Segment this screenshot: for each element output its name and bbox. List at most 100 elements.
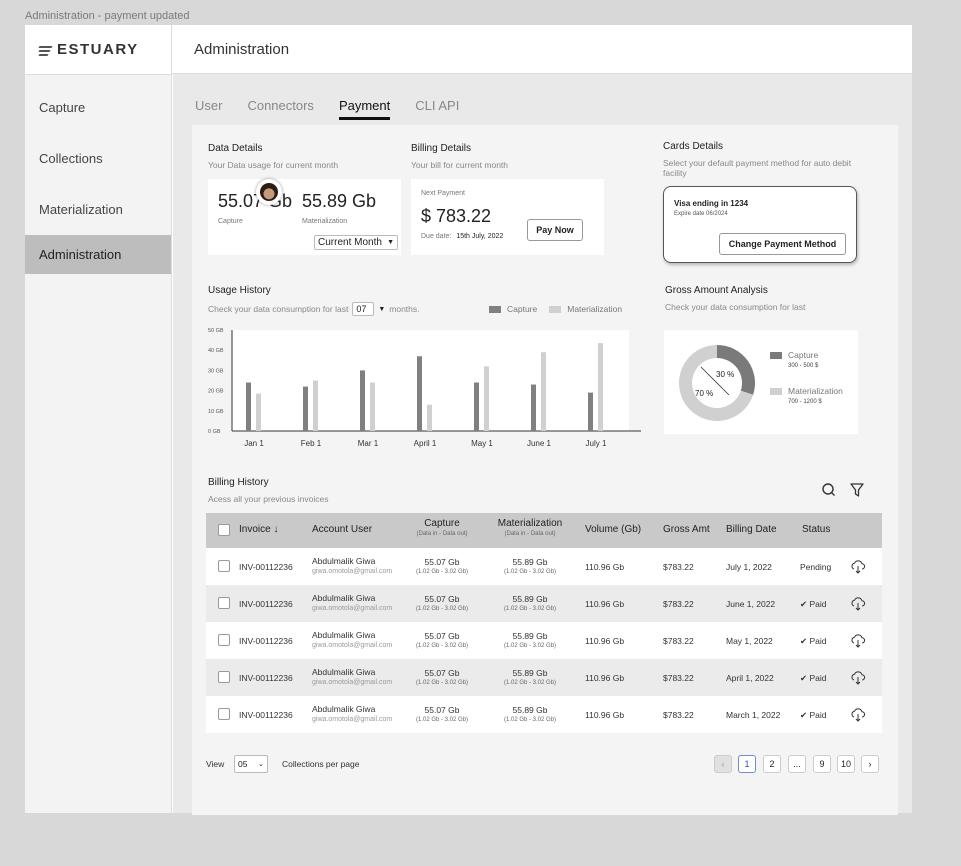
legend-materialization-label: Materialization <box>567 304 623 314</box>
materialization-cell: 55.89 Gb (1.02 Gb - 3.02 Gb) <box>494 705 566 723</box>
bar-materialization <box>541 352 546 431</box>
usage-history-chart: 0 GB 10 GB 20 GB 30 GB 40 GB 50 GB Jan 1 Feb 1 M… <box>208 328 641 448</box>
filter-icon[interactable] <box>849 482 865 498</box>
invoice-id: INV-00112236 <box>239 710 293 720</box>
donut-pct-small: 30 % <box>716 370 734 379</box>
legend-capture-swatch <box>489 305 501 313</box>
tab-payment[interactable]: Payment <box>338 98 391 120</box>
capture-cell: 55.07 Gb (1.02 Gb - 3.02 Gb) <box>412 668 472 686</box>
page-button-1[interactable]: 1 <box>738 755 756 773</box>
pay-now-button[interactable]: Pay Now <box>527 219 583 241</box>
cloud-download-icon[interactable] <box>850 670 866 685</box>
page-button-10[interactable]: 10 <box>837 755 856 773</box>
avatar[interactable] <box>256 179 282 205</box>
capture-range: (1.02 Gb - 3.02 Gb) <box>415 717 469 723</box>
sidebar-item-administration[interactable]: Administration <box>25 235 171 274</box>
cards-details-subtitle: Select your default payment method for a… <box>663 158 852 178</box>
status-badge: Pending <box>800 562 832 572</box>
table-row[interactable]: INV-00112236 Abdulmalik Giwa giwa.omotola@… <box>206 659 882 696</box>
donut-legend: Capture 300 - 500 $ Materialization 700 … <box>770 350 843 405</box>
row-checkbox[interactable] <box>218 597 230 609</box>
capture-cell: 55.07 Gb (1.02 Gb - 3.02 Gb) <box>412 557 472 575</box>
table-row[interactable]: INV-00112236 Abdulmalik Giwa giwa.omotola@… <box>206 696 882 733</box>
payment-card[interactable]: Visa ending in 1234 Expire date 06/2024 … <box>663 186 857 263</box>
billing-history-subtitle: Acess all your previous invoices <box>208 494 329 504</box>
tab-connectors[interactable]: Connectors <box>247 98 314 113</box>
table-row[interactable]: INV-00112236 Abdulmalik Giwa giwa.omotola@… <box>206 585 882 622</box>
table-header: Invoice ↓ Account User Capture (Data in -… <box>206 513 882 548</box>
period-select[interactable]: Current Month ▼ <box>314 235 398 250</box>
x-tick-label: Jan 1 <box>244 439 264 448</box>
table-body: INV-00112236 Abdulmalik Giwa giwa.omotola@… <box>206 548 882 733</box>
chevron-down-icon: ▼ <box>387 239 394 246</box>
billing-details-card: Next Payment $ 783.22 Due date: 15th Jul… <box>411 179 604 255</box>
tab-cli-api[interactable]: CLI API <box>415 98 460 113</box>
donut-divider-line <box>700 366 730 396</box>
gross-amount-title: Gross Amount Analysis <box>665 285 768 296</box>
donut-slice-materialization <box>679 345 754 421</box>
search-icon[interactable] <box>821 482 837 498</box>
account-name: Abdulmalik Giwa <box>312 556 376 566</box>
months-select[interactable]: 07 <box>352 302 375 316</box>
due-date-label: Due date: <box>421 233 452 240</box>
account-user: Abdulmalik Giwa giwa.omotola@gmail.com <box>312 630 392 649</box>
x-tick-label: April 1 <box>414 439 437 448</box>
page-button-2[interactable]: 2 <box>763 755 781 773</box>
materialization-value: 55.89 Gb <box>512 631 548 641</box>
volume-value: 110.96 Gb <box>585 673 625 683</box>
status-badge: ✔ Paid <box>800 636 827 646</box>
billing-details-subtitle: Your bill for current month <box>411 160 509 170</box>
capture-cell: 55.07 Gb (1.02 Gb - 3.02 Gb) <box>412 705 472 723</box>
invoice-id: INV-00112236 <box>239 599 293 609</box>
row-checkbox[interactable] <box>218 634 230 646</box>
payment-panel: Data Details Your Data usage for current… <box>192 125 898 815</box>
tab-user[interactable]: User <box>195 98 223 113</box>
next-page-button[interactable]: › <box>861 755 879 773</box>
bar-capture <box>417 356 422 431</box>
cloud-download-icon[interactable] <box>850 559 866 574</box>
x-tick-label: June 1 <box>527 439 552 448</box>
sidebar-item-materialization[interactable]: Materialization <box>25 184 171 235</box>
usage-history-subtitle: Check your data consumption for last 07 … <box>208 302 420 316</box>
per-page-select[interactable]: 05 ⌄ <box>234 755 268 773</box>
prev-page-button[interactable]: ‹ <box>714 755 732 773</box>
bar-materialization <box>370 382 375 431</box>
bar-capture <box>531 384 536 431</box>
page-ellipsis[interactable]: ... <box>788 755 806 773</box>
row-checkbox[interactable] <box>218 560 230 572</box>
col-account-user: Account User <box>312 524 373 535</box>
card-name: Visa ending in 1234 <box>674 199 749 208</box>
table-row[interactable]: INV-00112236 Abdulmalik Giwa giwa.omotola@… <box>206 622 882 659</box>
usage-subtitle-pre: Check your data consumption for last <box>208 304 349 314</box>
cloud-download-icon[interactable] <box>850 707 866 722</box>
capture-range: (1.02 Gb - 3.02 Gb) <box>415 643 469 649</box>
col-invoice[interactable]: Invoice ↓ <box>239 524 278 535</box>
page-button-9[interactable]: 9 <box>813 755 831 773</box>
bar-capture <box>246 382 251 431</box>
bar-capture <box>474 382 479 431</box>
sidebar-item-collections[interactable]: Collections <box>25 133 171 184</box>
view-label: View <box>206 759 225 769</box>
cloud-download-icon[interactable] <box>850 633 866 648</box>
logo[interactable]: ESTUARY <box>25 25 171 75</box>
sort-down-icon[interactable]: ↓ <box>273 524 279 535</box>
row-checkbox[interactable] <box>218 708 230 720</box>
sidebar-item-capture[interactable]: Capture <box>25 82 171 133</box>
account-user: Abdulmalik Giwa giwa.omotola@gmail.com <box>312 667 392 686</box>
select-all-checkbox[interactable] <box>218 524 230 536</box>
chevron-down-icon[interactable]: ▼ <box>378 305 386 313</box>
tab-bar: User Connectors Payment CLI API <box>195 98 459 120</box>
table-row[interactable]: INV-00112236 Abdulmalik Giwa giwa.omotola@… <box>206 548 882 585</box>
y-tick-label: 0 GB <box>208 429 221 435</box>
account-email: giwa.omotola@gmail.com <box>312 679 393 686</box>
volume-value: 110.96 Gb <box>585 636 625 646</box>
sidebar-item-label: Capture <box>39 100 86 115</box>
capture-range: (1.02 Gb - 3.02 Gb) <box>415 569 469 575</box>
row-checkbox[interactable] <box>218 671 230 683</box>
cloud-download-icon[interactable] <box>850 596 866 611</box>
account-email: giwa.omotola@gmail.com <box>312 642 393 649</box>
materialization-value: 55.89 Gb <box>512 557 548 567</box>
change-payment-method-button[interactable]: Change Payment Method <box>719 233 846 255</box>
invoice-id: INV-00112236 <box>239 673 293 683</box>
main-content: User Connectors Payment CLI API Data Det… <box>173 74 912 815</box>
